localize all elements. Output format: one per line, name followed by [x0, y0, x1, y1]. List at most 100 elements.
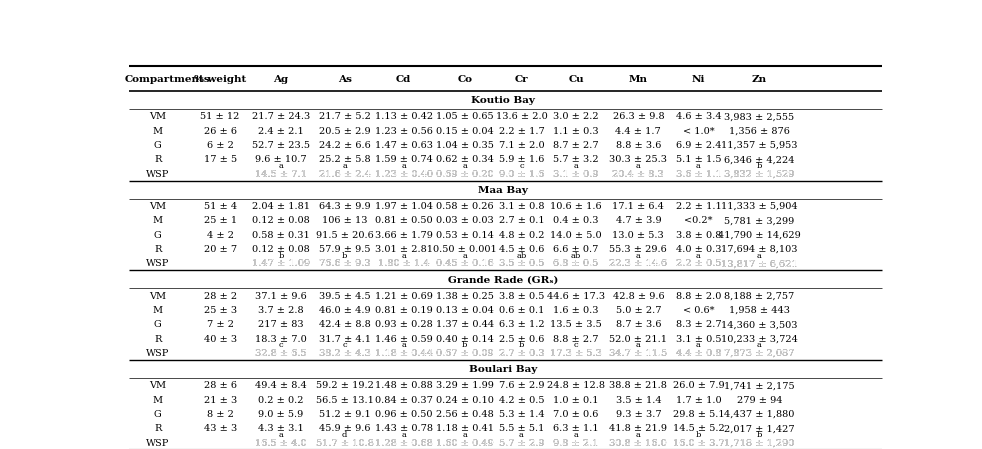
Text: 3.1 ± 0.9: 3.1 ± 0.9: [553, 170, 599, 179]
Text: 25 ± 1: 25 ± 1: [203, 216, 237, 225]
Text: 21.7 ± 24.3: 21.7 ± 24.3: [252, 112, 310, 121]
Text: 49.4 ± 8.4: 49.4 ± 8.4: [255, 381, 307, 390]
Text: Boulari Bay: Boulari Bay: [469, 365, 537, 374]
Text: 0.69 ± 0.20: 0.69 ± 0.20: [436, 170, 494, 179]
Text: 41.8 ± 21.9: 41.8 ± 21.9: [610, 424, 668, 433]
Text: 7,873 ± 2,087: 7,873 ± 2,087: [724, 349, 794, 358]
Text: 1,958 ± 443: 1,958 ± 443: [729, 306, 790, 315]
Text: WSP: WSP: [146, 170, 170, 179]
Text: 3,983 ± 2,555: 3,983 ± 2,555: [725, 112, 794, 121]
Text: a: a: [279, 431, 284, 439]
Text: 3.6 ± 1.1: 3.6 ± 1.1: [676, 170, 722, 179]
Text: 6.8 ± 0.5: 6.8 ± 0.5: [553, 260, 599, 269]
Text: 55.3 ± 29.6: 55.3 ± 29.6: [610, 245, 667, 254]
Text: 4 ± 2: 4 ± 2: [206, 231, 234, 240]
Text: 4.2 ± 0.5: 4.2 ± 0.5: [499, 396, 544, 405]
Text: 3.8 ± 0.8: 3.8 ± 0.8: [676, 231, 721, 240]
Text: Cd: Cd: [396, 75, 411, 84]
Text: 6.3 ± 1.2: 6.3 ± 1.2: [499, 321, 544, 330]
Text: a: a: [636, 252, 641, 260]
Text: 0.93 ± 0.28: 0.93 ± 0.28: [375, 321, 432, 330]
Text: 1.80 ± 1.4: 1.80 ± 1.4: [378, 260, 429, 269]
Text: 3.7 ± 2.8: 3.7 ± 2.8: [258, 306, 303, 315]
Text: 1.1 ± 0.3: 1.1 ± 0.3: [553, 127, 599, 136]
Text: 1.23 ± 0.40: 1.23 ± 0.40: [374, 170, 433, 179]
Text: 0.12 ± 0.08: 0.12 ± 0.08: [252, 216, 310, 225]
Text: 3.5 ± 1.4: 3.5 ± 1.4: [616, 396, 661, 405]
Text: a: a: [573, 431, 578, 439]
Text: 14.5 ± 7.1: 14.5 ± 7.1: [255, 170, 307, 179]
Text: 25.2 ± 5.8: 25.2 ± 5.8: [319, 155, 370, 164]
Text: 3.8 ± 0.5: 3.8 ± 0.5: [499, 292, 544, 301]
Text: 14.0 ± 5.0: 14.0 ± 5.0: [550, 231, 602, 240]
Text: 21.7 ± 5.2: 21.7 ± 5.2: [318, 112, 370, 121]
Text: 1,741 ± 2,175: 1,741 ± 2,175: [724, 381, 794, 390]
Text: a: a: [401, 341, 406, 349]
Text: Mn: Mn: [628, 75, 648, 84]
Text: a: a: [757, 341, 762, 349]
Text: 2.56 ± 0.48: 2.56 ± 0.48: [436, 410, 494, 419]
Text: 6.3 ± 1.1: 6.3 ± 1.1: [553, 424, 599, 433]
Text: 2.5 ± 0.6: 2.5 ± 0.6: [499, 335, 544, 344]
Text: 0.12 ± 0.08: 0.12 ± 0.08: [252, 245, 310, 254]
Text: 1.38 ± 0.25: 1.38 ± 0.25: [436, 292, 494, 301]
Text: 13.6 ± 2.0: 13.6 ± 2.0: [496, 112, 547, 121]
Text: 16.0 ± 3.7: 16.0 ± 3.7: [673, 439, 725, 448]
Text: 1.05 ± 0.65: 1.05 ± 0.65: [436, 112, 494, 121]
Text: 32.8 ± 6.5: 32.8 ± 6.5: [255, 349, 306, 358]
Text: 1.47 ± 1.09: 1.47 ± 1.09: [252, 260, 310, 269]
Text: b: b: [278, 252, 284, 260]
Text: 7,873 ± 2,087: 7,873 ± 2,087: [724, 349, 794, 358]
Text: 1.18 ± 0.44: 1.18 ± 0.44: [374, 349, 433, 358]
Text: 2.7 ± 0.3: 2.7 ± 0.3: [499, 349, 544, 358]
Text: 38.8 ± 21.8: 38.8 ± 21.8: [610, 381, 668, 390]
Text: 8,188 ± 2,757: 8,188 ± 2,757: [725, 292, 794, 301]
Text: R: R: [154, 245, 161, 254]
Text: Ag: Ag: [273, 75, 289, 84]
Text: 5.0 ± 2.7: 5.0 ± 2.7: [616, 306, 661, 315]
Text: 1.04 ± 0.35: 1.04 ± 0.35: [436, 141, 494, 150]
Text: 0.40 ± 0.14: 0.40 ± 0.14: [436, 335, 494, 344]
Text: 0.13 ± 0.04: 0.13 ± 0.04: [436, 306, 494, 315]
Text: b: b: [518, 341, 524, 349]
Text: a: a: [463, 162, 467, 170]
Text: 0.50 ± 0.001: 0.50 ± 0.001: [433, 245, 497, 254]
Text: 1.46 ± 0.59: 1.46 ± 0.59: [375, 335, 432, 344]
Text: 28 ± 6: 28 ± 6: [203, 381, 237, 390]
Text: 0.24 ± 0.10: 0.24 ± 0.10: [436, 396, 494, 405]
Text: 14.5 ± 5.2: 14.5 ± 5.2: [673, 424, 725, 433]
Text: 6.6 ± 0.7: 6.6 ± 0.7: [553, 245, 599, 254]
Text: 1.47 ± 1.09: 1.47 ± 1.09: [252, 260, 310, 269]
Text: d: d: [342, 431, 348, 439]
Text: 6.9 ± 2.4: 6.9 ± 2.4: [676, 141, 721, 150]
Text: a: a: [401, 252, 406, 260]
Text: Co: Co: [458, 75, 472, 84]
Text: M: M: [152, 127, 163, 136]
Text: 1,718 ± 1,290: 1,718 ± 1,290: [724, 439, 794, 448]
Text: 5.5 ± 5.1: 5.5 ± 5.1: [499, 424, 544, 433]
Text: 0.2 ± 0.2: 0.2 ± 0.2: [258, 396, 303, 405]
Text: 16.5 ± 4.0: 16.5 ± 4.0: [255, 439, 306, 448]
Text: 0.4 ± 0.3: 0.4 ± 0.3: [553, 216, 599, 225]
Text: 0.67 ± 0.09: 0.67 ± 0.09: [436, 349, 494, 358]
Text: 1.28 ± 0.68: 1.28 ± 0.68: [375, 439, 432, 448]
Text: 11,357 ± 5,953: 11,357 ± 5,953: [721, 141, 797, 150]
Text: 42.4 ± 8.8: 42.4 ± 8.8: [319, 321, 370, 330]
Text: 9.3 ± 3.7: 9.3 ± 3.7: [616, 410, 661, 419]
Text: b: b: [696, 431, 701, 439]
Text: 34.7 ± 11.5: 34.7 ± 11.5: [609, 349, 668, 358]
Text: Compartments: Compartments: [125, 75, 211, 84]
Text: 1.60 ± 0.49: 1.60 ± 0.49: [436, 439, 494, 448]
Text: a: a: [519, 431, 524, 439]
Text: 30.8 ± 16.0: 30.8 ± 16.0: [610, 439, 667, 448]
Text: 21.6 ± 2.4: 21.6 ± 2.4: [318, 170, 370, 179]
Text: 0.81 ± 0.19: 0.81 ± 0.19: [375, 306, 432, 315]
Text: 43 ± 3: 43 ± 3: [203, 424, 237, 433]
Text: <0.2*: <0.2*: [684, 216, 713, 225]
Text: 6 ± 2: 6 ± 2: [207, 141, 234, 150]
Text: 7.0 ± 0.6: 7.0 ± 0.6: [553, 410, 599, 419]
Text: 1.23 ± 0.56: 1.23 ± 0.56: [375, 127, 432, 136]
Text: 1.28 ± 0.68: 1.28 ± 0.68: [375, 439, 432, 448]
Text: c: c: [573, 341, 578, 349]
Text: 29.8 ± 5.1: 29.8 ± 5.1: [673, 410, 725, 419]
